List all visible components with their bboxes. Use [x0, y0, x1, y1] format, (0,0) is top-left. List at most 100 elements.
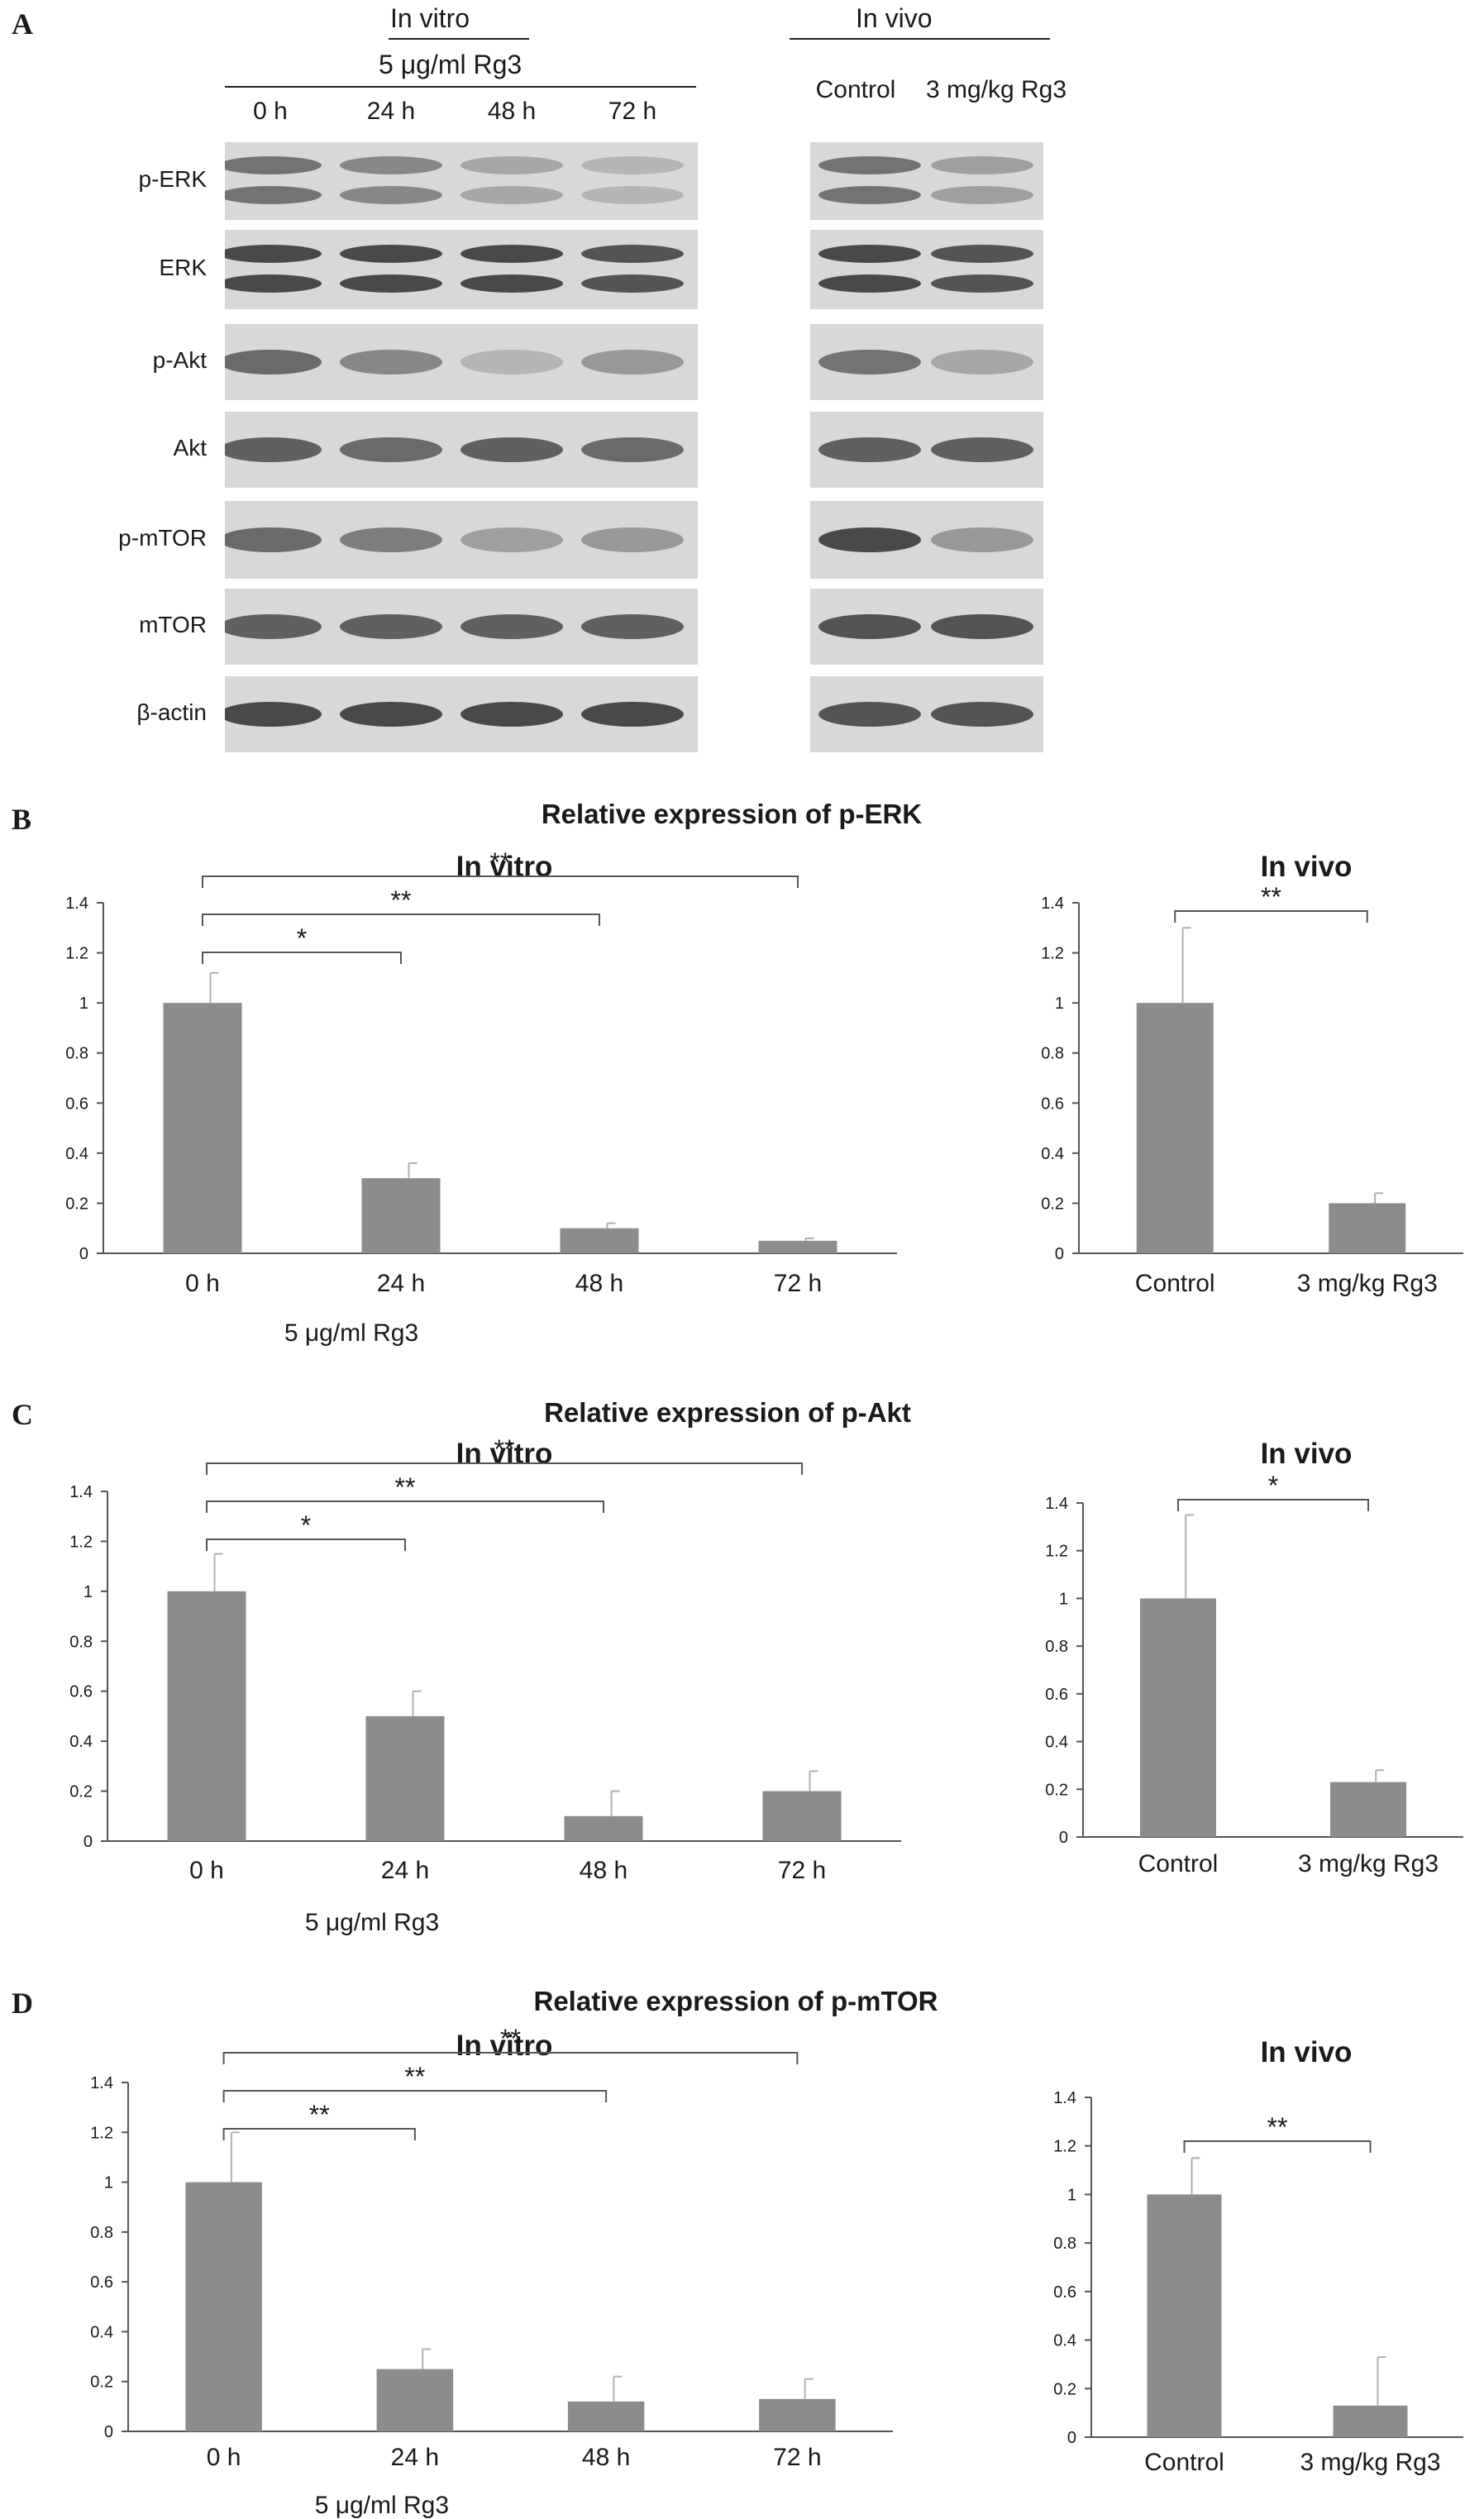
- blot-strip-invivo: [810, 230, 1043, 309]
- y-tick-label: 0.4: [65, 1145, 88, 1163]
- y-tick-label: 0.8: [1041, 1045, 1064, 1063]
- blot-band: [225, 244, 322, 263]
- category-label: 24 h: [381, 1857, 429, 1884]
- blot-row-label: mTOR: [139, 612, 207, 637]
- bar: [560, 1228, 639, 1253]
- blot-band: [225, 185, 322, 204]
- lane-label-invitro-1: 24 h: [366, 98, 416, 125]
- panel-letter-d: D: [12, 1987, 33, 2020]
- significance-label: **: [494, 1434, 515, 1464]
- bar: [365, 1715, 445, 1841]
- blot-band: [931, 702, 1033, 727]
- blot-band: [818, 244, 921, 263]
- chart-title: In vitro: [456, 851, 553, 883]
- significance-bracket: [206, 1462, 803, 1475]
- bar: [1140, 1598, 1216, 1837]
- blot-band: [460, 614, 563, 639]
- y-tick-label: 0.2: [65, 1195, 88, 1213]
- y-tick-label: 0: [1067, 2429, 1076, 2447]
- blot-band: [818, 350, 921, 375]
- blot-strip-invivo: [810, 142, 1043, 220]
- y-tick-label: 0.8: [90, 2224, 113, 2242]
- significance-label: **: [500, 2024, 521, 2054]
- significance-label: *: [297, 923, 307, 953]
- y-tick-label: 1.4: [90, 2074, 113, 2092]
- blot-band: [340, 274, 442, 293]
- category-label: 0 h: [207, 2444, 241, 2471]
- blot-band: [818, 702, 921, 727]
- blot-band: [460, 527, 563, 552]
- chart-title: In vivo: [1261, 851, 1353, 883]
- in-vitro-treatment: 5 μg/ml Rg3: [379, 50, 523, 79]
- y-tick-label: 0.2: [69, 1783, 93, 1801]
- panel-letter-c: C: [12, 1398, 33, 1431]
- y-tick-label: 1.2: [65, 945, 88, 963]
- blot-band: [340, 437, 442, 462]
- significance-bracket: [1174, 910, 1368, 923]
- blot-strip-invivo: [810, 589, 1043, 665]
- y-tick-label: 0: [1059, 1829, 1068, 1847]
- blot-row-label: Akt: [173, 435, 207, 460]
- blot-band: [581, 614, 684, 639]
- blot-band: [340, 527, 442, 552]
- significance-label: **: [391, 885, 412, 915]
- blot-band: [460, 244, 563, 263]
- significance-label: **: [404, 2062, 425, 2092]
- y-tick-label: 0: [84, 1833, 93, 1851]
- category-label: 48 h: [582, 2444, 630, 2471]
- category-label: 48 h: [580, 1857, 627, 1884]
- chart-title: In vivo: [1261, 1438, 1353, 1470]
- in-vitro-header: In vitro: [390, 3, 470, 33]
- blot-band: [340, 185, 442, 204]
- category-label: Control: [1144, 2449, 1224, 2476]
- category-label: 48 h: [575, 1270, 623, 1297]
- chart-title: In vitro: [456, 1438, 553, 1470]
- bar: [567, 2401, 645, 2431]
- y-tick-label: 0: [1055, 1245, 1064, 1263]
- y-tick-label: 0.2: [90, 2373, 113, 2392]
- blot-band: [225, 437, 322, 462]
- blot-band: [460, 274, 563, 293]
- lane-label-invivo-1: 3 mg/kg Rg3: [925, 76, 1067, 103]
- blot-band: [931, 527, 1033, 552]
- y-tick-label: 1: [104, 2174, 113, 2192]
- blot-band: [225, 274, 322, 293]
- blot-strip-invitro: [225, 324, 698, 400]
- blot-band: [460, 156, 563, 175]
- y-tick-label: 1.2: [90, 2124, 113, 2142]
- blot-band: [340, 350, 442, 375]
- significance-label: **: [309, 2100, 330, 2130]
- blot-band: [460, 702, 563, 727]
- y-tick-label: 0.4: [69, 1733, 93, 1751]
- in-vivo-header-line: [790, 38, 1050, 40]
- blot-row-label: β-actin: [136, 699, 207, 725]
- y-tick-label: 0.8: [69, 1633, 93, 1651]
- category-label: 3 mg/kg Rg3: [1298, 1850, 1439, 1877]
- y-tick-label: 0.6: [69, 1683, 93, 1701]
- blot-band: [931, 274, 1033, 293]
- blot-band: [581, 527, 684, 552]
- blot-strip-invitro: [225, 230, 698, 309]
- bar: [1333, 2405, 1408, 2437]
- significance-label: *: [1268, 1471, 1278, 1500]
- blot-strip-invivo: [810, 676, 1043, 752]
- blot-band: [818, 527, 921, 552]
- y-tick-label: 1: [1055, 995, 1064, 1013]
- chart-title: In vivo: [1261, 2036, 1353, 2068]
- section-title-b: Relative expression of p-ERK: [541, 799, 923, 829]
- significance-label: **: [1267, 2112, 1288, 2142]
- blot-row-label: p-ERK: [138, 166, 207, 192]
- bar: [762, 1791, 842, 1841]
- blot-band: [225, 350, 322, 375]
- y-tick-label: 1.4: [1053, 2089, 1076, 2107]
- blot-band: [225, 702, 322, 727]
- significance-label: **: [490, 847, 511, 877]
- category-label: Control: [1135, 1270, 1215, 1297]
- category-label: 72 h: [778, 1857, 826, 1884]
- blot-band: [581, 185, 684, 204]
- lane-label-invitro-3: 72 h: [608, 98, 657, 125]
- bar: [1329, 1203, 1406, 1253]
- y-tick-label: 0.6: [65, 1095, 88, 1113]
- y-tick-label: 0.2: [1045, 1781, 1068, 1799]
- in-vitro-treatment-line: [225, 86, 696, 88]
